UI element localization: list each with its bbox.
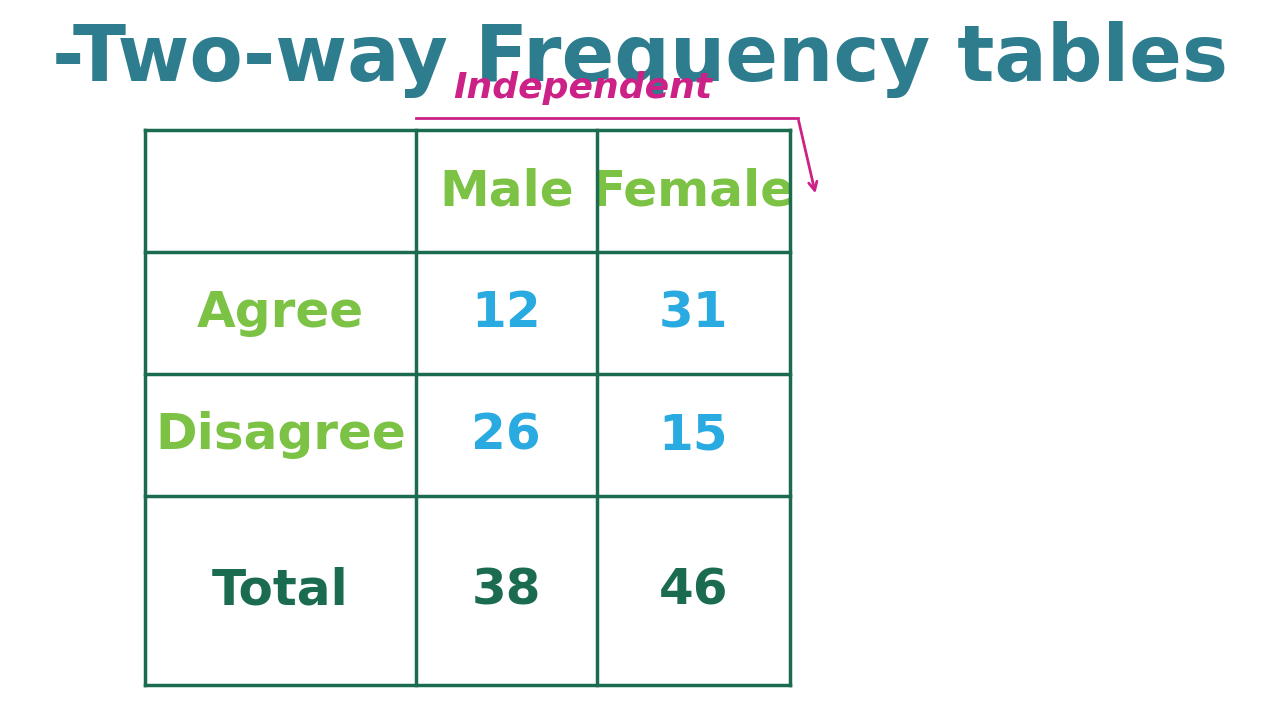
- Text: Independent: Independent: [453, 71, 713, 105]
- Text: Female: Female: [591, 167, 795, 215]
- Text: Total: Total: [212, 567, 349, 615]
- Text: Disagree: Disagree: [155, 411, 406, 459]
- Text: 46: 46: [658, 567, 728, 615]
- Text: 26: 26: [471, 411, 541, 459]
- Text: -Two-way Frequency tables: -Two-way Frequency tables: [52, 22, 1228, 99]
- Text: 31: 31: [658, 289, 728, 337]
- Text: Agree: Agree: [197, 289, 364, 337]
- Text: 38: 38: [471, 567, 541, 615]
- Text: 15: 15: [658, 411, 728, 459]
- Text: 12: 12: [471, 289, 541, 337]
- Text: Male: Male: [439, 167, 573, 215]
